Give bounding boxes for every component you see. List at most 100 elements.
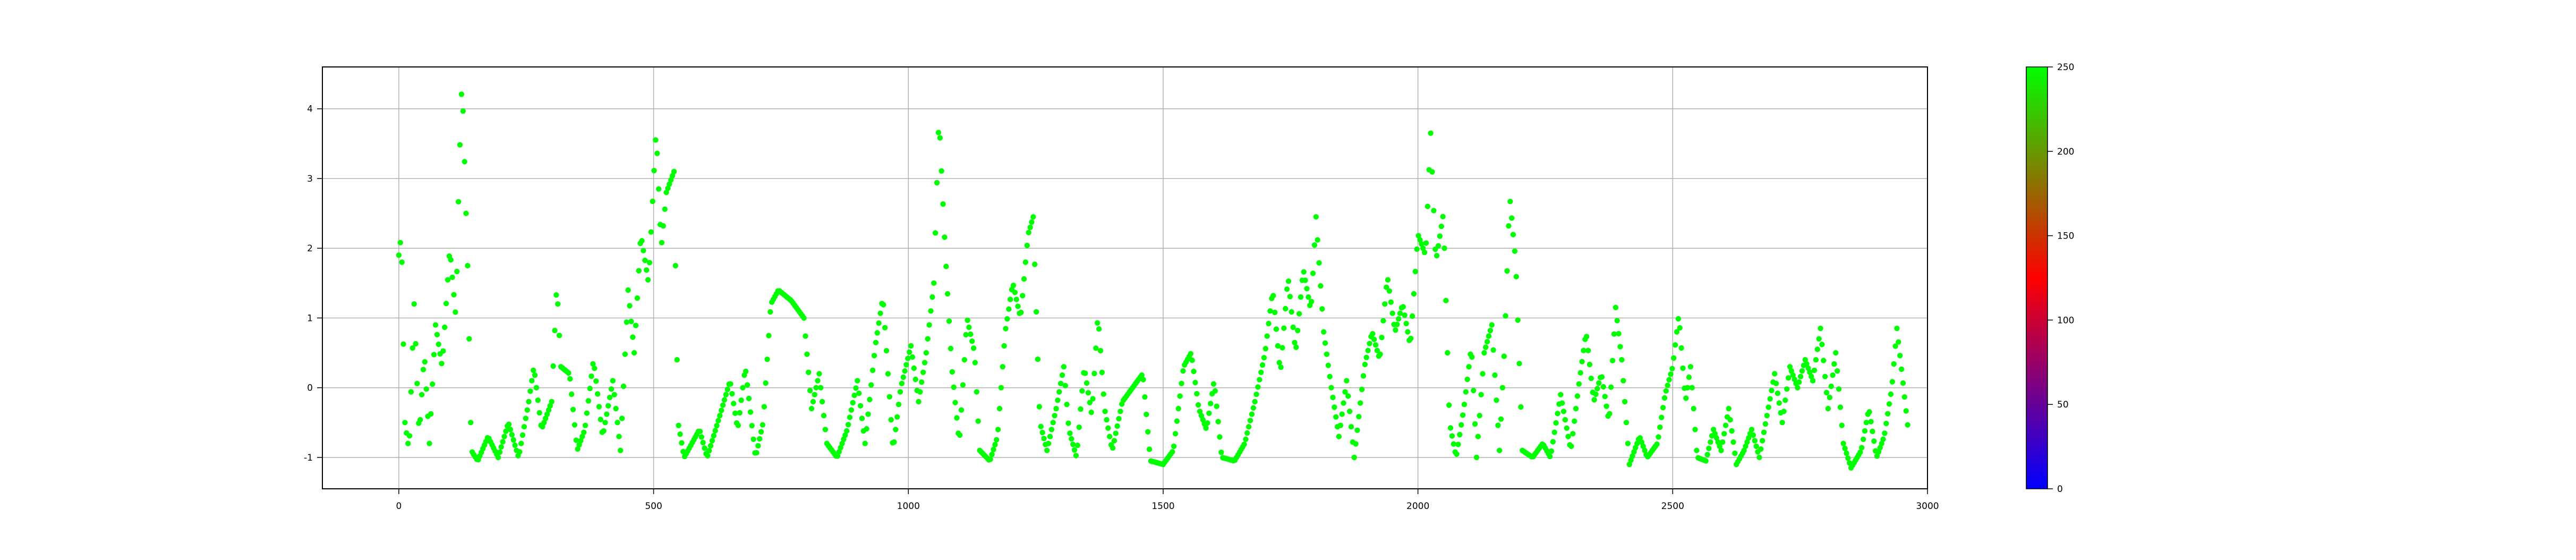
data-point (1188, 351, 1193, 357)
data-point (1004, 316, 1010, 322)
data-point (1189, 357, 1195, 363)
data-point (627, 303, 633, 309)
data-point (1318, 283, 1324, 289)
data-point (1461, 402, 1468, 408)
data-point (1466, 364, 1472, 370)
data-point (1045, 440, 1052, 446)
data-point (669, 173, 676, 179)
data-point (1029, 219, 1035, 225)
data-point (1458, 422, 1464, 428)
data-point (420, 367, 427, 372)
data-point (1104, 417, 1110, 423)
data-point (624, 319, 629, 325)
data-point (1729, 428, 1735, 434)
data-point (1551, 429, 1557, 435)
data-point (822, 427, 829, 432)
data-point (1896, 339, 1901, 345)
data-point (604, 411, 610, 417)
data-point (874, 330, 880, 336)
data-point (1782, 397, 1788, 403)
data-point (1680, 365, 1686, 371)
data-point (1032, 261, 1038, 267)
data-point (1454, 451, 1460, 457)
data-point (1675, 316, 1682, 322)
data-point (1464, 376, 1470, 383)
data-point (1180, 368, 1186, 374)
data-point (533, 385, 540, 391)
data-point (1842, 445, 1848, 452)
data-point (1816, 336, 1822, 342)
data-point (855, 378, 860, 384)
data-point (1811, 367, 1818, 374)
data-point (1683, 395, 1689, 401)
data-point (900, 374, 906, 380)
data-point (1862, 428, 1868, 434)
data-point (1727, 417, 1733, 423)
data-point (529, 378, 535, 384)
colorbar-gradient (2026, 66, 2048, 489)
data-point (834, 453, 841, 459)
data-point (1405, 329, 1411, 335)
data-point (1560, 409, 1567, 414)
data-point (1678, 345, 1684, 351)
data-point (1622, 398, 1628, 405)
data-point (1492, 372, 1498, 378)
data-point (1665, 383, 1670, 388)
data-point (968, 331, 974, 337)
data-point (1613, 304, 1619, 310)
data-point (634, 295, 641, 301)
data-point (646, 260, 653, 266)
data-point (1048, 427, 1055, 432)
data-point (1067, 430, 1073, 436)
data-point (631, 350, 637, 356)
data-point (899, 380, 905, 386)
data-point (434, 332, 440, 337)
y-tick-label: 1 (307, 313, 313, 324)
data-point (1146, 446, 1153, 452)
data-point (674, 357, 680, 363)
data-point (1827, 394, 1832, 401)
data-point (1145, 429, 1151, 435)
data-point (1287, 294, 1293, 300)
data-point (844, 428, 850, 434)
data-point (1710, 427, 1717, 432)
data-point (1760, 438, 1765, 444)
data-point (1677, 325, 1683, 331)
data-point (396, 252, 402, 258)
data-point (1616, 330, 1622, 337)
data-point (676, 422, 681, 428)
data-point (1093, 345, 1099, 351)
data-point (605, 403, 611, 409)
data-point (512, 442, 518, 448)
data-point (1435, 243, 1441, 249)
data-point (523, 415, 528, 421)
data-point (705, 453, 711, 459)
data-point (1860, 436, 1866, 442)
data-point (1775, 391, 1781, 396)
data-point (1507, 199, 1513, 205)
data-point (1289, 309, 1294, 315)
data-point (1807, 369, 1813, 375)
data-point (1577, 370, 1583, 376)
data-point (1393, 327, 1398, 333)
data-point (1296, 311, 1302, 317)
data-point (1608, 384, 1614, 390)
data-point (1290, 324, 1296, 330)
data-point (1247, 418, 1253, 423)
data-point (1619, 357, 1625, 363)
data-point (1746, 435, 1752, 441)
data-point (1490, 347, 1496, 353)
data-point (588, 373, 594, 379)
data-point (1263, 346, 1268, 352)
data-point (1750, 432, 1756, 438)
data-point (1481, 350, 1487, 356)
data-point (1704, 452, 1710, 457)
data-point (1572, 418, 1577, 424)
data-point (1730, 439, 1736, 445)
data-point (1110, 445, 1116, 451)
data-point (1308, 299, 1315, 304)
data-point (1065, 420, 1071, 426)
data-point (758, 429, 764, 435)
data-point (1010, 283, 1017, 289)
data-point (1354, 427, 1360, 433)
